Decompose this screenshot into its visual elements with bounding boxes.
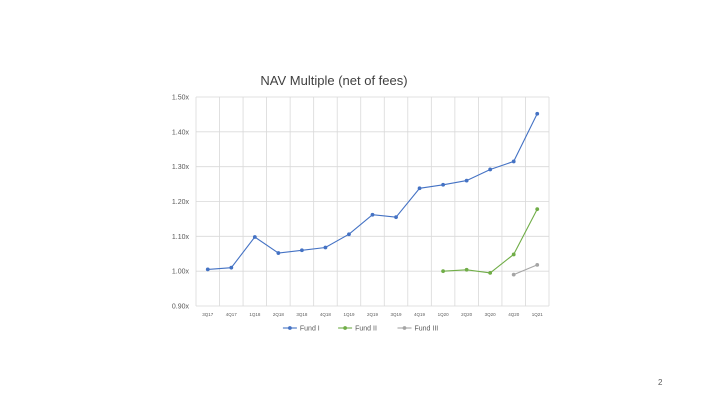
y-tick-label: 1.10x — [172, 234, 190, 241]
data-point — [300, 248, 304, 253]
legend-label: Fund II — [355, 326, 377, 333]
chart-title: NAV Multiple (net of fees) — [260, 73, 407, 88]
data-point — [323, 245, 328, 250]
data-point — [535, 262, 540, 267]
y-tick-label: 1.20x — [172, 199, 190, 206]
legend-marker — [343, 326, 347, 330]
series-line-1 — [443, 208, 538, 274]
x-tick-label: 1Q21 — [532, 312, 544, 317]
legend: Fund I Fund II Fund III — [282, 326, 439, 333]
data-point — [511, 252, 516, 257]
x-tick-label: 3Q19 — [391, 312, 403, 317]
x-tick-label: 1Q19 — [343, 312, 355, 317]
x-tick-label: 2Q20 — [461, 312, 473, 317]
data-point — [511, 272, 516, 277]
data-point — [252, 235, 257, 239]
x-tick-label: 1Q20 — [438, 312, 450, 317]
data-point — [511, 159, 516, 164]
data-point — [347, 232, 351, 237]
series-group — [205, 111, 540, 277]
data-point — [276, 251, 281, 255]
data-point — [417, 186, 422, 191]
data-point — [464, 267, 469, 272]
legend-label: Fund I — [300, 326, 320, 333]
series-line-2 — [513, 264, 538, 276]
data-point — [441, 269, 445, 274]
x-tick-label: 3Q17 — [202, 312, 214, 317]
x-tick-label: 2Q19 — [367, 312, 379, 317]
data-point — [441, 182, 445, 187]
data-point — [535, 207, 540, 212]
x-tick-label: 4Q20 — [508, 312, 520, 317]
x-tick-label: 1Q18 — [249, 312, 261, 317]
data-point — [370, 212, 375, 217]
data-point — [535, 111, 540, 116]
data-point — [394, 215, 398, 220]
x-tick-label: 4Q19 — [414, 312, 426, 317]
y-tick-label: 1.00x — [172, 269, 190, 276]
series-line-0 — [207, 113, 538, 270]
legend-marker — [288, 326, 292, 330]
data-point — [229, 265, 234, 270]
y-axis-ticks: 1.50x 1.40x 1.30x 1.20x 1.10x 1.00x 0.90x — [172, 95, 190, 311]
data-point — [488, 167, 493, 172]
page-number: 2 — [658, 378, 663, 387]
x-tick-label: 2Q18 — [273, 312, 285, 317]
x-tick-label: 4Q18 — [320, 312, 332, 317]
y-tick-label: 1.30x — [172, 164, 190, 171]
x-axis-ticks: 3Q17 4Q17 1Q18 2Q18 3Q18 4Q18 1Q19 2Q19 3Q19 4Q19… — [202, 312, 543, 317]
y-tick-label: 1.40x — [172, 129, 190, 136]
legend-label: Fund III — [415, 326, 439, 333]
x-tick-label: 3Q20 — [485, 312, 497, 317]
x-tick-label: 4Q17 — [226, 312, 238, 317]
legend-marker — [402, 326, 407, 330]
data-point — [464, 178, 469, 183]
x-tick-label: 3Q18 — [296, 312, 308, 317]
y-tick-label: 0.90x — [172, 304, 190, 311]
grid-lines — [195, 96, 550, 307]
y-tick-label: 1.50x — [172, 95, 190, 102]
data-point — [488, 271, 493, 275]
data-point — [205, 267, 210, 272]
